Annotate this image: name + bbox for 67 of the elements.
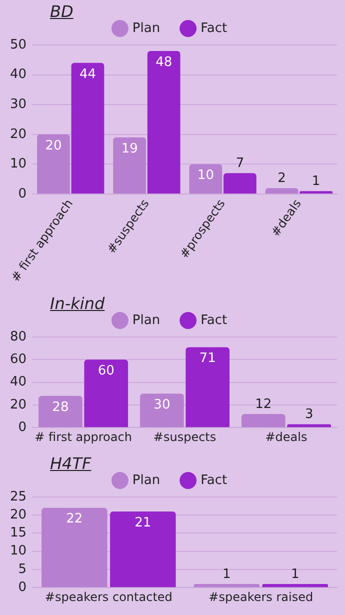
bar: [71, 62, 104, 194]
bar: [37, 134, 70, 194]
x-tick-label: #suspects: [153, 430, 216, 444]
chart-title: BD: [50, 2, 74, 21]
bar: [242, 414, 286, 428]
data-label: 1: [312, 174, 320, 189]
data-label: 44: [79, 66, 96, 82]
y-tick-label: 80: [10, 329, 27, 344]
data-label: 71: [199, 351, 216, 366]
y-tick-label: 40: [10, 67, 27, 82]
data-label: 7: [236, 156, 244, 172]
data-label: 28: [52, 400, 69, 415]
bar: [38, 396, 82, 428]
bar: [186, 347, 230, 428]
data-label: 10: [197, 168, 214, 184]
y-tick-label: 30: [10, 96, 27, 112]
bar: [189, 164, 222, 194]
x-tick-label: #speakers contacted: [44, 590, 172, 604]
legend-label: Fact: [200, 312, 228, 328]
y-tick-label: 15: [10, 526, 27, 541]
bar: [113, 137, 146, 194]
y-tick-label: 50: [10, 37, 27, 52]
data-label: 20: [45, 138, 62, 154]
legend-label: Plan: [132, 312, 160, 328]
data-label: 1: [222, 566, 231, 582]
y-tick-label: 5: [18, 562, 27, 577]
data-label: 21: [134, 515, 152, 530]
data-label: 19: [121, 141, 138, 156]
bar: [147, 50, 180, 194]
y-tick-label: 0: [18, 580, 27, 595]
bar: [42, 508, 108, 588]
bar: [224, 173, 256, 194]
legend-label: Fact: [200, 472, 228, 488]
data-label: 30: [154, 398, 170, 412]
y-tick-label: 60: [10, 352, 27, 368]
bar: [110, 511, 176, 588]
chart-title: H4TF: [50, 454, 92, 473]
y-tick-label: 20: [10, 507, 27, 522]
legend-label: Plan: [132, 20, 160, 36]
data-label: 2: [278, 170, 286, 186]
y-tick-label: 10: [10, 156, 27, 172]
bar: [194, 584, 260, 588]
y-tick-label: 10: [10, 544, 27, 559]
data-label: 48: [156, 54, 172, 70]
y-tick-label: 20: [10, 397, 27, 412]
y-tick-label: 40: [10, 374, 27, 390]
data-label: 22: [66, 512, 83, 527]
bar: [300, 191, 333, 194]
x-tick-label: # first approach: [34, 430, 132, 444]
y-tick-label: 0: [18, 420, 27, 435]
x-tick-label: #speakers raised: [208, 590, 314, 604]
y-tick-label: 20: [10, 126, 27, 142]
bar: [84, 360, 128, 428]
y-tick-label: 0: [18, 186, 27, 202]
x-tick-label: #deals: [265, 430, 308, 444]
legend-label: Plan: [132, 472, 160, 488]
bar: [265, 188, 298, 194]
legend-label: Fact: [200, 20, 228, 36]
bar: [140, 394, 184, 428]
y-tick-label: 25: [10, 489, 27, 504]
bar: [262, 584, 328, 588]
chart-title: In-kind: [50, 294, 105, 313]
data-label: 1: [290, 566, 300, 582]
data-label: 12: [255, 396, 272, 412]
bar: [287, 424, 332, 428]
data-label: 60: [98, 364, 114, 379]
data-label: 3: [304, 407, 314, 422]
